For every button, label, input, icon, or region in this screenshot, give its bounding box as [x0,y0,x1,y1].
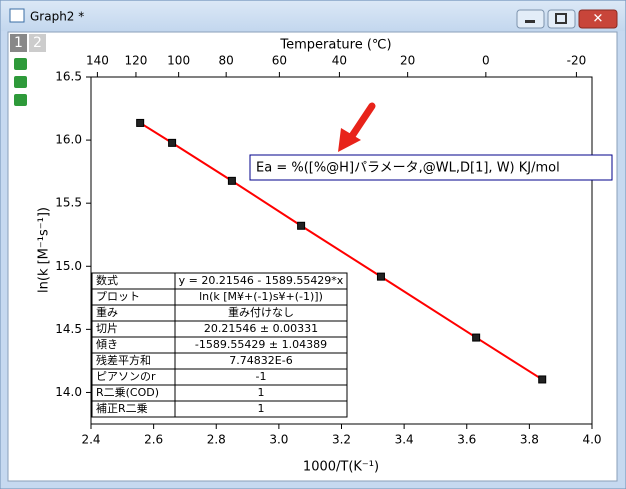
table-cell: 1 [258,402,265,415]
y-axis-label: ln(k [M⁻¹s⁻¹]) [37,207,52,293]
table-bg [91,272,348,418]
top-tick-label: 0 [482,54,490,68]
top-tick-label: 100 [167,54,190,68]
x-tick-label: 2.4 [81,433,100,447]
y-tick-label: 15.0 [55,259,82,273]
table-cell: ピアソンのr [96,370,156,383]
window-icon [9,8,25,23]
layer-tab-label[interactable]: 2 [33,35,42,51]
top-tick-label: 120 [124,54,147,68]
top-tick-label: 40 [332,54,347,68]
layer-tab[interactable] [10,34,27,52]
layer-tab[interactable] [29,34,46,52]
table-cell: 重み [96,305,118,319]
marker [168,138,177,147]
x-tick-label: 4.0 [582,433,601,447]
maximize-icon [555,13,567,24]
x-tick-label: 3.6 [457,433,476,447]
table-cell: -1 [256,370,267,383]
arrow-shaft [348,102,376,140]
table-cell: 傾き [96,337,118,351]
y-tick-label: 14.5 [55,322,82,336]
y-tick-label: 16.5 [55,70,82,84]
top-tick-label: 20 [400,54,415,68]
top-axis-label: Temperature (℃) [279,38,391,53]
arrow-head [338,128,361,152]
x-axis-label: 1000/T(K⁻¹) [303,460,379,475]
table-cell: ln(k [M¥+(-1)s¥+(-1)]) [199,290,323,303]
table-cell: 数式 [96,274,118,287]
stats-table: 数式 y = 20.21546 - 1589.55429*x プロット ln(k [M… [91,272,348,418]
marker [376,272,385,281]
minimize-icon [525,20,535,23]
minimize-button[interactable] [516,9,545,29]
x-tick-label: 3.4 [395,433,414,447]
table-cell: 残差平方和 [96,353,151,367]
table-cell: 切片 [96,322,118,335]
marker [227,176,236,185]
table-cell: y = 20.21546 - 1589.55429*x [179,274,344,287]
x-tick-label: 3.0 [269,433,288,447]
marker [297,221,306,230]
top-tick-label: -20 [567,54,587,68]
table-cell: -1589.55429 ± 1.04389 [195,338,327,351]
table-cell: 重み付けなし [228,305,294,319]
lock-icon[interactable] [14,94,27,106]
x-tick-label: 2.6 [144,433,163,447]
layer-tab-label[interactable]: 1 [14,35,23,51]
marker [136,118,145,127]
top-tick-label: 140 [86,54,109,68]
window-title: Graph2 * [30,10,84,24]
marker [472,333,481,342]
marker [538,375,547,384]
y-tick-label: 14.0 [55,385,82,399]
x-tick-label: 3.2 [332,433,351,447]
y-tick-label: 15.5 [55,196,82,210]
lock-icon[interactable] [14,58,27,70]
close-icon: ✕ [593,12,604,27]
table-cell: 1 [258,386,265,399]
table-cell: R二乗(COD) [96,386,159,399]
annotation: Ea = %([%@H]パラメータ,@WL,D[1], W) KJ/mol [256,161,560,176]
table-cell: プロット [96,290,140,303]
table-cell: 補正R二乗 [96,402,148,415]
lock-icon[interactable] [14,76,27,88]
y-tick-label: 16.0 [55,133,82,147]
maximize-button[interactable] [547,9,576,29]
annotation-box [249,154,613,181]
x-tick-label: 2.8 [207,433,226,447]
top-tick-label: 80 [219,54,234,68]
x-tick-label: 3.8 [520,433,539,447]
close-button[interactable] [578,9,618,29]
top-tick-label: 60 [272,54,287,68]
table-cell: 20.21546 ± 0.00331 [204,322,318,335]
table-cell: 7.74832E-6 [229,354,292,367]
